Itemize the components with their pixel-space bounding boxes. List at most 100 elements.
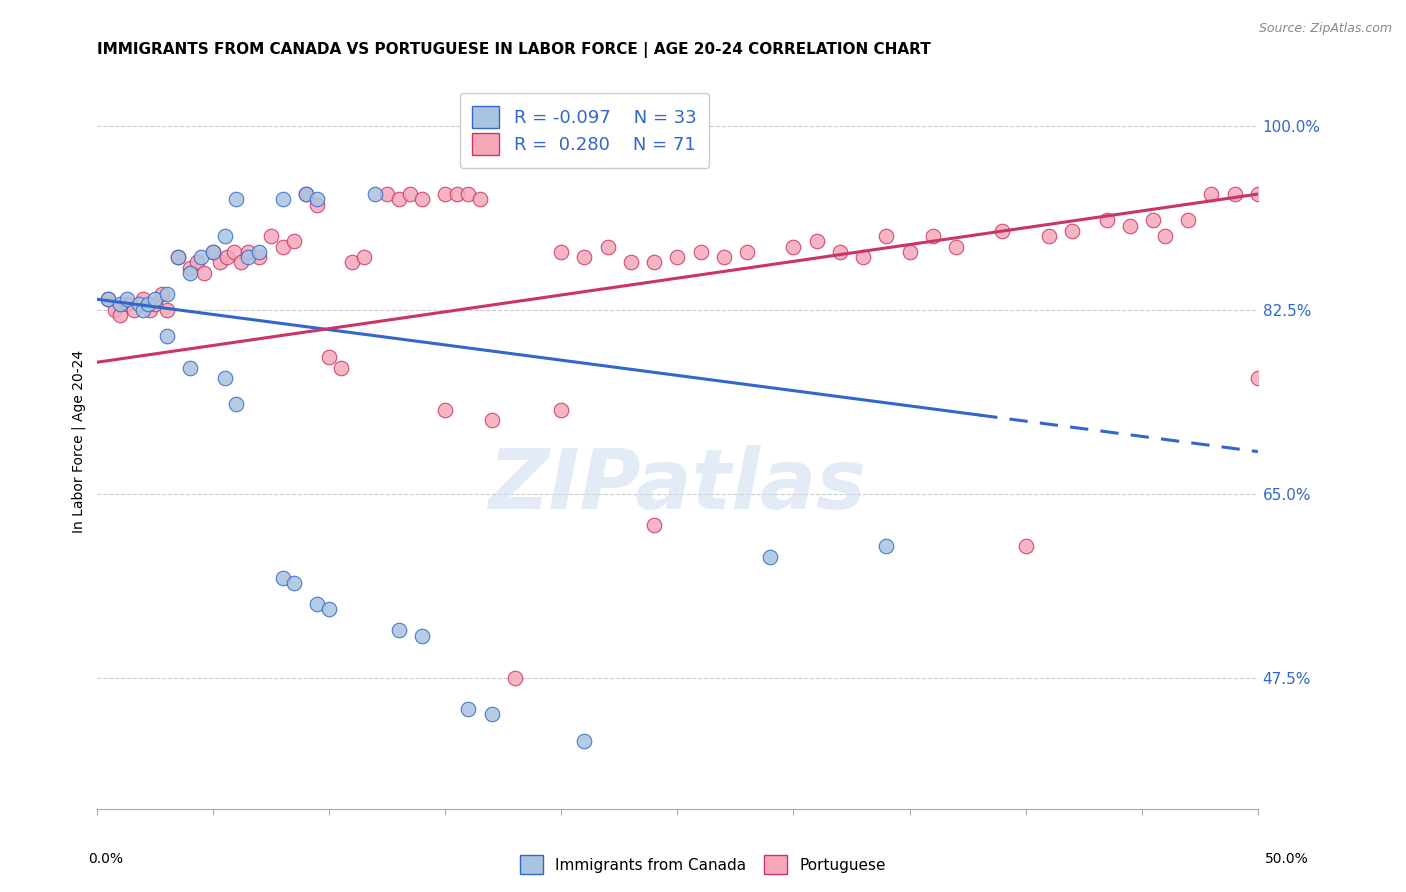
Point (136, 297, 159, 311)
Point (247, 244, 270, 259)
Point (179, 260, 201, 275)
Point (132, 292, 155, 306)
Point (735, 244, 758, 259)
Point (307, 197, 329, 211)
Point (201, 244, 224, 259)
Point (666, 250, 689, 264)
Point (193, 266, 215, 280)
Point (411, 192, 433, 206)
Point (132, 302, 155, 317)
Point (1154, 229, 1177, 244)
Point (1062, 224, 1084, 238)
Point (150, 287, 173, 301)
Point (643, 255, 665, 269)
Text: 50.0%: 50.0% (1264, 852, 1309, 866)
Point (446, 187, 468, 202)
Point (318, 350, 340, 364)
Point (353, 250, 375, 264)
Point (307, 192, 329, 206)
Point (167, 250, 190, 264)
Point (875, 229, 897, 244)
Point (115, 292, 138, 306)
Point (190, 250, 212, 264)
Point (260, 229, 283, 244)
Point (411, 629, 433, 643)
Point (713, 250, 735, 264)
Point (1014, 539, 1036, 553)
Point (318, 602, 340, 616)
Point (108, 308, 131, 322)
Point (143, 292, 166, 306)
Point (1223, 187, 1246, 202)
Point (388, 192, 411, 206)
Point (782, 240, 804, 254)
Point (222, 244, 245, 259)
Point (108, 297, 131, 311)
Point (271, 240, 294, 254)
Point (875, 539, 897, 553)
Point (283, 235, 305, 249)
Point (155, 329, 177, 343)
Point (97, 292, 120, 306)
Point (388, 624, 411, 638)
Text: ZIPatlas: ZIPatlas (488, 445, 866, 525)
Point (247, 250, 270, 264)
Point (945, 240, 967, 254)
Point (596, 240, 619, 254)
Point (898, 244, 921, 259)
Point (620, 255, 643, 269)
Point (375, 187, 398, 202)
Point (179, 360, 201, 375)
Point (828, 244, 851, 259)
Point (550, 244, 572, 259)
Point (1095, 213, 1118, 227)
Point (215, 250, 238, 264)
Point (481, 707, 503, 722)
Point (457, 702, 479, 716)
Text: Source: ZipAtlas.com: Source: ZipAtlas.com (1258, 22, 1392, 36)
Point (921, 229, 943, 244)
Point (1177, 213, 1199, 227)
Point (329, 360, 352, 375)
Legend: R = -0.097    N = 33, R =  0.280    N = 71: R = -0.097 N = 33, R = 0.280 N = 71 (460, 94, 709, 168)
Point (208, 255, 231, 269)
Point (1247, 187, 1270, 202)
Point (852, 250, 875, 264)
Point (434, 402, 457, 417)
Point (1201, 187, 1223, 202)
Point (342, 255, 364, 269)
Point (104, 302, 127, 317)
Point (503, 671, 526, 685)
Point (283, 576, 305, 591)
Point (457, 187, 479, 202)
Point (225, 192, 247, 206)
Point (139, 302, 162, 317)
Point (643, 518, 665, 533)
Point (468, 192, 491, 206)
Point (214, 371, 236, 385)
Point (307, 597, 329, 611)
Point (574, 250, 596, 264)
Point (167, 250, 190, 264)
Point (689, 244, 711, 259)
Point (1142, 213, 1164, 227)
Point (97, 292, 120, 306)
Point (236, 244, 259, 259)
Y-axis label: In Labor Force | Age 20-24: In Labor Force | Age 20-24 (72, 350, 86, 533)
Point (1316, 518, 1339, 533)
Point (155, 302, 177, 317)
Point (271, 571, 294, 585)
Point (271, 192, 294, 206)
Point (155, 287, 177, 301)
Point (229, 255, 252, 269)
Point (574, 733, 596, 747)
Point (434, 187, 457, 202)
Point (214, 229, 236, 244)
Point (1038, 229, 1060, 244)
Text: IMMIGRANTS FROM CANADA VS PORTUGUESE IN LABOR FORCE | AGE 20-24 CORRELATION CHAR: IMMIGRANTS FROM CANADA VS PORTUGUESE IN … (97, 42, 931, 58)
Point (1119, 219, 1142, 233)
Legend: Immigrants from Canada, Portuguese: Immigrants from Canada, Portuguese (513, 849, 893, 880)
Point (364, 187, 387, 202)
Point (143, 297, 166, 311)
Point (201, 244, 224, 259)
